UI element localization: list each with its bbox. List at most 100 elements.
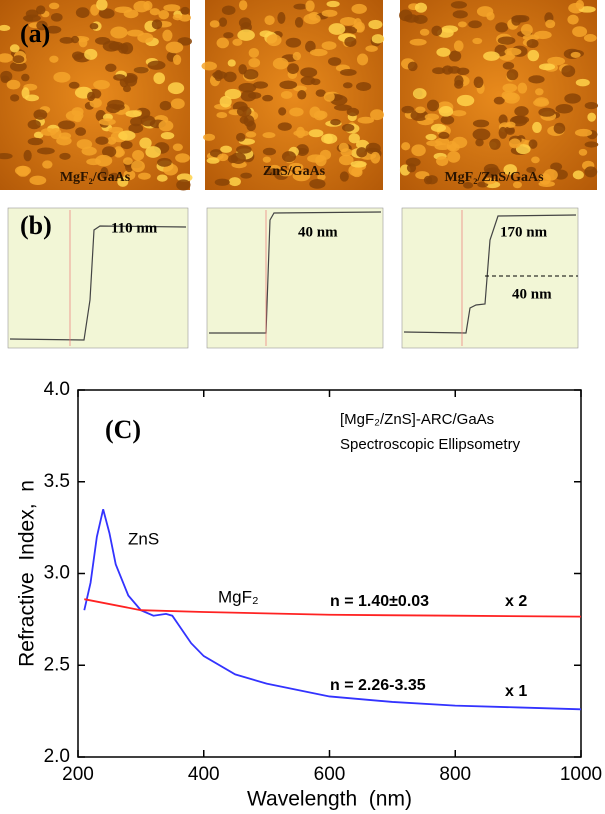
grain [321,9,338,17]
grain [137,172,151,180]
grain [493,96,505,105]
grain [323,91,335,102]
grain [219,95,232,108]
grain [212,71,228,79]
grain [266,34,282,47]
grain [49,55,59,63]
grain [538,63,556,71]
grain [410,109,429,122]
grain [310,78,321,86]
grain [45,25,62,34]
grain [356,53,369,66]
grain [246,120,256,132]
grain [517,82,528,94]
grain [123,157,133,165]
grain [350,160,367,168]
grain [472,128,491,141]
grain [293,85,307,92]
grain [432,67,446,75]
grain [125,110,142,118]
grain [574,128,593,137]
grain [287,63,299,74]
grain [450,1,467,9]
grain [176,179,191,191]
series-label: MgF₂ [218,587,259,606]
grain [145,146,162,158]
grain [452,10,468,19]
annotation: [MgF₂/ZnS]-ARC/GaAs [340,411,494,428]
grain [583,34,597,42]
grain [584,141,599,148]
grain [550,162,563,171]
grain [172,143,183,151]
grain [76,139,93,150]
grain [35,5,46,15]
grain [457,21,467,28]
grain [512,181,522,189]
grain [511,15,522,26]
grain [528,139,538,149]
profile-plot [206,207,384,349]
grain [472,119,490,128]
grain [170,98,185,110]
grain [37,147,55,155]
grain [68,81,80,89]
grain [123,169,136,181]
grain [117,43,129,54]
grain [72,51,84,60]
grain [151,19,163,30]
grain [160,131,175,140]
grain [42,160,53,169]
grain [159,100,172,111]
grain [292,170,311,182]
grain [535,88,544,96]
grain [436,156,449,167]
grain [303,13,321,25]
grain [280,90,293,99]
grain [351,3,367,14]
x-axis-label: Wavelength (nm) [247,788,412,811]
grain [98,118,116,126]
profile-plot [7,207,189,349]
grain [553,122,566,134]
grain [401,105,415,114]
grain [295,148,309,155]
step-height: 170 nm [500,224,548,240]
grain [412,88,427,100]
grain [506,69,519,81]
grain [339,69,357,76]
y-tick-label: 3.0 [44,563,70,584]
grain [342,82,353,89]
grain [0,152,13,160]
grain [264,15,275,26]
grain [438,106,454,117]
grain [401,142,411,151]
grain [95,136,109,145]
grain [117,176,129,187]
grain [236,132,246,142]
grain [498,114,508,125]
grain [353,18,362,30]
grain [156,174,168,182]
grain [297,90,307,100]
grain [515,144,531,155]
grain [143,0,153,11]
annotation: n = 2.26-3.35 [330,677,426,694]
grain [252,81,269,89]
grain [451,110,467,117]
grain [313,110,326,121]
afm-images [0,0,599,191]
grain [281,151,297,163]
grain [87,91,96,102]
grain [468,20,482,29]
panel-label: (a) [20,19,50,48]
grain [165,41,184,54]
grain [9,44,20,53]
caption: MgF₂/ZnS/GaAs [444,170,544,185]
grain [424,113,440,121]
grain [419,28,430,36]
grain [149,8,161,16]
y-tick-label: 3.5 [44,471,70,492]
grain [506,121,516,128]
grain [293,130,310,137]
